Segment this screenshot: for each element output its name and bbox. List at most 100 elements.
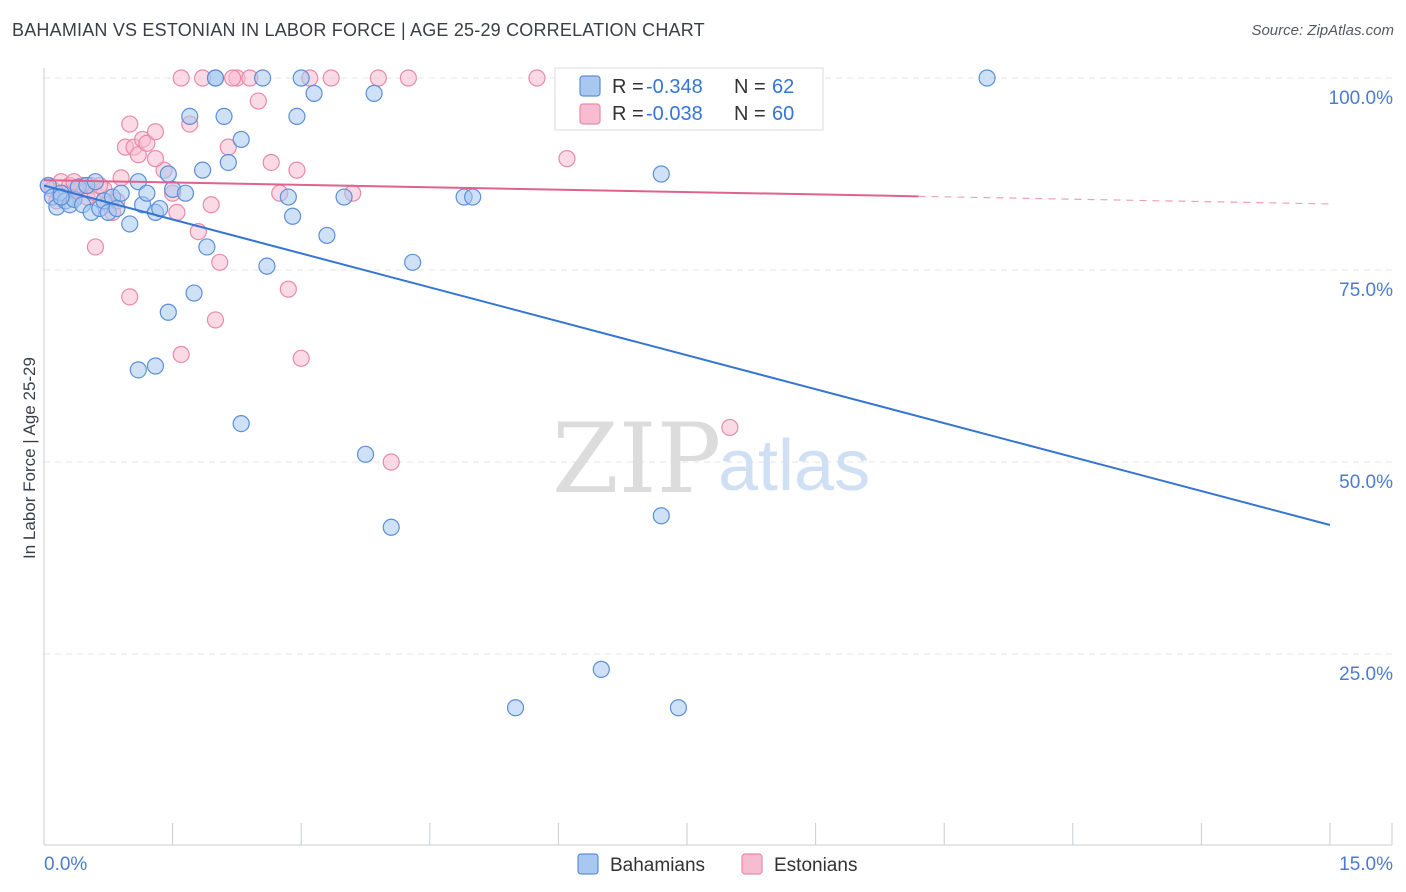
estonians-point [224, 69, 242, 87]
estonians-point [121, 115, 139, 133]
bahamians-point [138, 184, 156, 202]
bahamians-point [404, 253, 422, 271]
bahamians-point [159, 303, 177, 321]
estonians-point [146, 123, 165, 141]
estonians-point [382, 453, 400, 471]
bahamians-point [146, 357, 165, 375]
bahamians-point [194, 161, 212, 179]
watermark: ZIP atlas [552, 403, 870, 515]
y-tick-label: 50.0% [1339, 472, 1393, 493]
bahamians-point [335, 188, 353, 206]
x-tick-label: 15.0% [1339, 854, 1393, 875]
estonians-trend-line [43, 179, 919, 198]
stats-swatch-estonians [579, 103, 601, 125]
bahamians-point [506, 699, 525, 717]
estonians-point [168, 203, 186, 221]
bahamians-point [159, 165, 177, 183]
axes [43, 68, 1393, 846]
bahamians-point [669, 699, 688, 717]
watermark-zip: ZIP [552, 403, 721, 515]
estonians-point [322, 69, 340, 87]
estonians-trend-extension [918, 195, 1331, 205]
bahamians-point [258, 257, 276, 275]
grid-lines [44, 77, 1392, 655]
estonians-point [721, 418, 739, 437]
estonians-point [279, 280, 297, 298]
y-tick-label: 75.0% [1339, 280, 1393, 301]
bahamians-point [464, 188, 482, 206]
y-tick-label: 25.0% [1339, 664, 1393, 685]
legend-swatch-bahamians [577, 853, 599, 875]
stats-r-value-bahamians: -0.348 [646, 76, 703, 98]
legend-label-bahamians: Bahamians [610, 855, 705, 876]
bahamians-point [284, 207, 302, 225]
bahamians-point [121, 215, 139, 233]
estonians-point [202, 196, 220, 214]
bahamians-point [112, 184, 130, 202]
stats-r-label-estonians: R = [612, 103, 644, 125]
bahamians-point [592, 660, 610, 678]
bottom-legend: Bahamians Estonians [577, 853, 857, 876]
estonians-point [249, 92, 267, 110]
bahamians-point [232, 415, 250, 433]
y-axis-title: In Labor Force | Age 25-29 [20, 357, 39, 559]
bahamians-point [652, 507, 670, 525]
bahamians-point [318, 226, 336, 245]
bahamians-point [185, 284, 203, 302]
bahamians-point [181, 107, 199, 126]
stats-n-value-estonians: 60 [772, 103, 794, 125]
stats-swatch-bahamians [579, 75, 601, 97]
y-tick-labels: 25.0% 50.0% 75.0% 100.0% [1329, 88, 1394, 685]
watermark-atlas: atlas [718, 426, 870, 506]
stats-n-label-estonians: N = [734, 103, 766, 125]
bahamians-trend-line [43, 184, 1331, 526]
bahamians-point [356, 445, 375, 463]
estonians-point [399, 69, 417, 87]
estonians-point [211, 253, 229, 271]
estonians-point [172, 345, 190, 364]
bahamians-point [254, 69, 272, 87]
bahamians-point [305, 84, 323, 102]
bahamians-point [382, 518, 400, 536]
estonians-point [206, 311, 225, 329]
bahamians-point [129, 361, 147, 379]
bahamians-point [198, 238, 216, 256]
estonians-point [292, 349, 310, 367]
legend-swatch-estonians [741, 853, 763, 875]
chart-title: BAHAMIAN VS ESTONIAN IN LABOR FORCE | AG… [12, 20, 705, 40]
stats-r-value-estonians: -0.038 [646, 103, 703, 125]
bahamians-point [978, 69, 996, 87]
estonians-point [262, 153, 280, 172]
bahamians-point [365, 84, 383, 102]
stats-r-label-bahamians: R = [612, 76, 644, 98]
series-bahamians-points [39, 69, 996, 717]
bahamians-point [206, 69, 225, 87]
trend-lines [43, 179, 1331, 526]
bahamians-point [288, 107, 306, 126]
estonians-point [112, 169, 130, 187]
bahamians-point [279, 188, 297, 206]
estonians-point [86, 238, 105, 256]
x-tick-label: 0.0% [44, 854, 87, 875]
stats-legend: R = -0.348 N = 62 R = -0.038 N = 60 [554, 67, 824, 131]
x-tick-labels: 0.0% 15.0% [44, 854, 1393, 875]
bahamians-point [292, 69, 310, 87]
estonians-point [146, 150, 165, 168]
bahamians-point [232, 130, 250, 149]
estonians-point [558, 150, 576, 168]
estonians-point [369, 69, 387, 87]
bahamians-point [215, 107, 233, 126]
bahamians-point [652, 165, 670, 183]
bahamians-point [176, 184, 195, 202]
bahamians-point [219, 153, 237, 172]
stats-n-label-bahamians: N = [734, 76, 766, 98]
legend-label-estonians: Estonians [774, 855, 857, 876]
estonians-point [288, 161, 306, 179]
source-credit: Source: ZipAtlas.com [1251, 22, 1394, 39]
estonians-point [172, 69, 190, 87]
estonians-point [138, 134, 156, 152]
estonians-point [121, 288, 139, 306]
y-tick-label: 100.0% [1329, 88, 1394, 109]
stats-n-value-bahamians: 62 [772, 76, 794, 98]
